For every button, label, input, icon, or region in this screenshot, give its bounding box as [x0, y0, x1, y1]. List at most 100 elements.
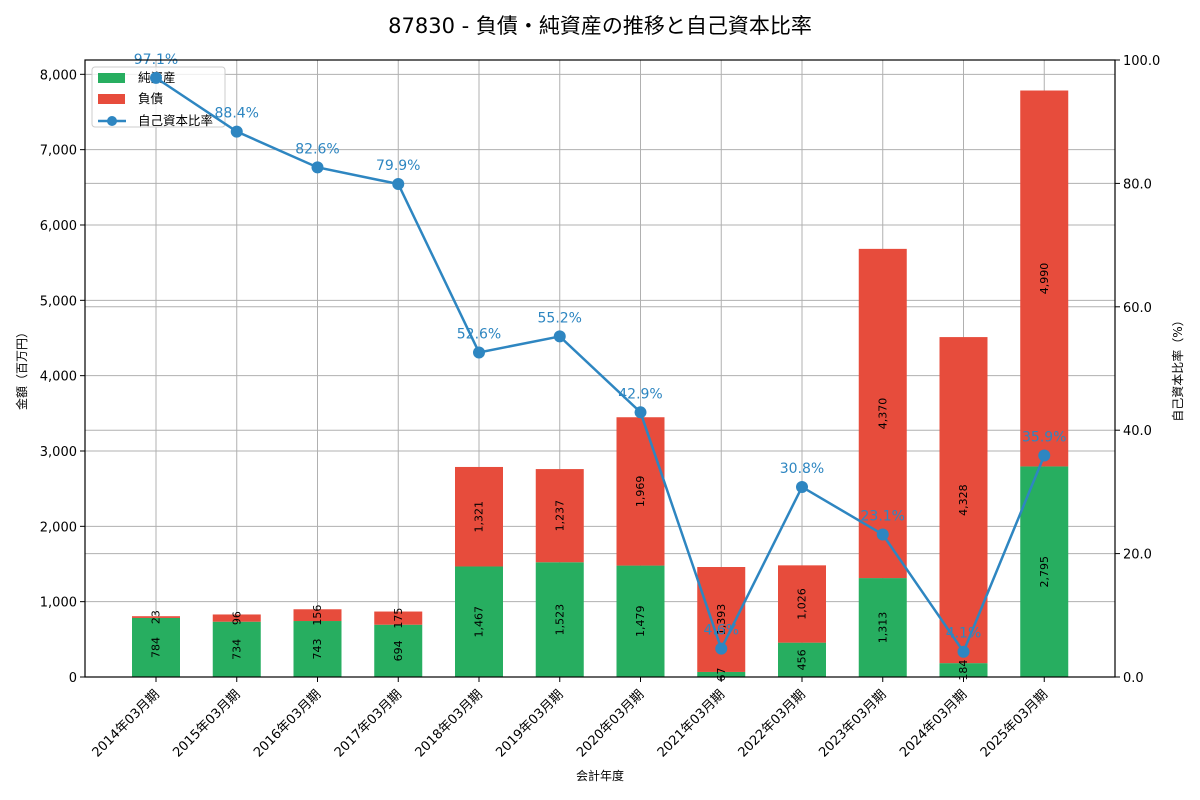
y-tick-label: 6,000 [40, 219, 77, 234]
ratio-marker [634, 406, 647, 419]
ratio-label: 30.8% [780, 461, 824, 477]
y2-tick-label: 0.0 [1123, 671, 1144, 686]
chart-title: 87830 - 負債・純資産の推移と自己資本比率 [388, 14, 812, 38]
ratio-marker [392, 178, 405, 191]
y-tick-label: 7,000 [40, 144, 77, 159]
x-tick-label: 2014年03月期 [90, 687, 163, 760]
y2-tick-label: 100.0 [1123, 54, 1160, 69]
ratio-label: 35.9% [1022, 429, 1066, 445]
bar-label-equity: 184 [957, 660, 970, 681]
bar-value-labels: 784 23 734 96 743 156 694 175 1,467 1,321 1,523 1,2… [150, 263, 1051, 682]
bar-label-equity: 734 [230, 639, 243, 660]
bar-label-equity: 743 [311, 639, 324, 660]
bar-label-equity: 1,479 [634, 606, 647, 638]
bar-label-equity: 1,523 [553, 604, 566, 636]
ratio-label: 42.9% [618, 386, 662, 402]
axes: 0 1,000 2,000 3,000 4,000 5,000 6,000 7,000 8,00… [40, 54, 1160, 761]
bar-label-liabilities: 4,328 [957, 484, 970, 515]
y-tick-label: 8,000 [40, 68, 77, 83]
y-tick-label: 3,000 [40, 445, 77, 460]
legend-swatch-equity [98, 73, 125, 83]
bar-equity [939, 663, 988, 677]
bar-liabilities [616, 417, 665, 566]
bar-label-equity: 1,313 [876, 612, 889, 644]
ratio-polyline [155, 76, 1046, 655]
bar-liabilities [293, 609, 342, 622]
bar-equity [535, 562, 584, 677]
bar-equity [858, 578, 907, 677]
y2-tick-label: 80.0 [1123, 177, 1152, 192]
bar-equity [616, 565, 665, 677]
y-tick-label: 0 [69, 671, 77, 686]
bar-equity [778, 642, 826, 677]
bar-label-liabilities: 96 [230, 611, 243, 625]
ratio-marker [311, 161, 324, 174]
ratio-marker [1038, 449, 1051, 462]
bar-liabilities [778, 565, 826, 643]
y2-tick-label: 60.0 [1123, 301, 1152, 316]
bar-liabilities [535, 469, 584, 563]
y2-tick-label: 40.0 [1123, 424, 1152, 439]
y-tick-label: 4,000 [40, 370, 77, 385]
x-tick-label: 2025年03月期 [978, 687, 1051, 760]
bar-label-liabilities: 1,026 [796, 588, 809, 620]
ratio-label: 23.1% [861, 508, 905, 524]
ratio-marker [876, 528, 889, 541]
bar-liabilities [132, 616, 180, 618]
x-tick-label: 2021年03月期 [655, 687, 728, 760]
bar-equity [1020, 466, 1069, 677]
ratio-label: 82.6% [295, 141, 339, 157]
bar-liabilities [374, 611, 423, 625]
bar-label-equity: 456 [796, 649, 809, 670]
ratio-label: 52.6% [457, 326, 501, 342]
x-tick-label: 2016年03月期 [251, 687, 324, 760]
ratio-label: 4.1% [946, 626, 982, 642]
bar-equity [374, 624, 423, 677]
plot-frame [84, 59, 1116, 678]
bar-label-liabilities: 1,969 [634, 476, 647, 508]
legend-label-liabilities: 負債 [138, 91, 163, 106]
ratio-marker [715, 642, 728, 655]
bar-equity [697, 671, 746, 677]
ratio-marker [796, 480, 808, 493]
legend: 純資産 負債 自己資本比率 [91, 66, 226, 128]
bar-equity [212, 621, 261, 677]
bar-label-liabilities: 1,237 [553, 500, 566, 532]
legend-swatch-liabilities [98, 94, 125, 104]
legend-marker-ratio [107, 116, 117, 126]
legend-label-ratio: 自己資本比率 [138, 113, 213, 128]
equity-ratio-labels: 97.1%88.4%82.6%79.9%52.6%55.2%42.9%4.6%3… [134, 52, 1067, 642]
bar-equity [455, 566, 503, 677]
ratio-marker [150, 71, 162, 84]
x-tick-label: 2019年03月期 [493, 687, 566, 760]
bar-label-liabilities: 175 [392, 608, 405, 629]
ratio-label: 55.2% [538, 310, 582, 326]
bar-equity [132, 617, 180, 677]
ratio-label: 4.6% [703, 623, 739, 639]
ratio-marker [957, 645, 970, 658]
bar-label-liabilities: 4,990 [1038, 263, 1051, 295]
bar-label-equity: 784 [150, 637, 163, 658]
bar-label-liabilities: 4,370 [876, 398, 889, 430]
x-tick-label: 2024年03月期 [897, 687, 970, 760]
ratio-label: 88.4% [215, 106, 259, 122]
x-axis-label: 会計年度 [576, 768, 624, 783]
bar-label-equity: 67 [715, 667, 728, 681]
y-axis-label: 金額（百万円） [14, 326, 29, 410]
y2-axis-label: 自己資本比率（%） [1170, 314, 1185, 421]
bar-label-liabilities: 156 [311, 605, 324, 626]
bar-label-equity: 694 [392, 640, 405, 661]
bar-equity [293, 621, 342, 677]
x-tick-label: 2018年03月期 [413, 687, 486, 760]
bar-label-liabilities: 23 [150, 610, 163, 624]
stacked-bars [132, 90, 1069, 677]
ratio-label: 79.9% [376, 158, 420, 174]
bar-label-liabilities: 1,321 [473, 501, 486, 533]
x-tick-label: 2017年03月期 [332, 687, 405, 760]
ratio-marker [553, 330, 566, 343]
y2-tick-label: 20.0 [1123, 548, 1152, 563]
x-tick-label: 2023年03月期 [816, 687, 889, 760]
bar-label-liabilities: 1,393 [715, 604, 728, 636]
x-tick-label: 2015年03月期 [170, 687, 243, 760]
